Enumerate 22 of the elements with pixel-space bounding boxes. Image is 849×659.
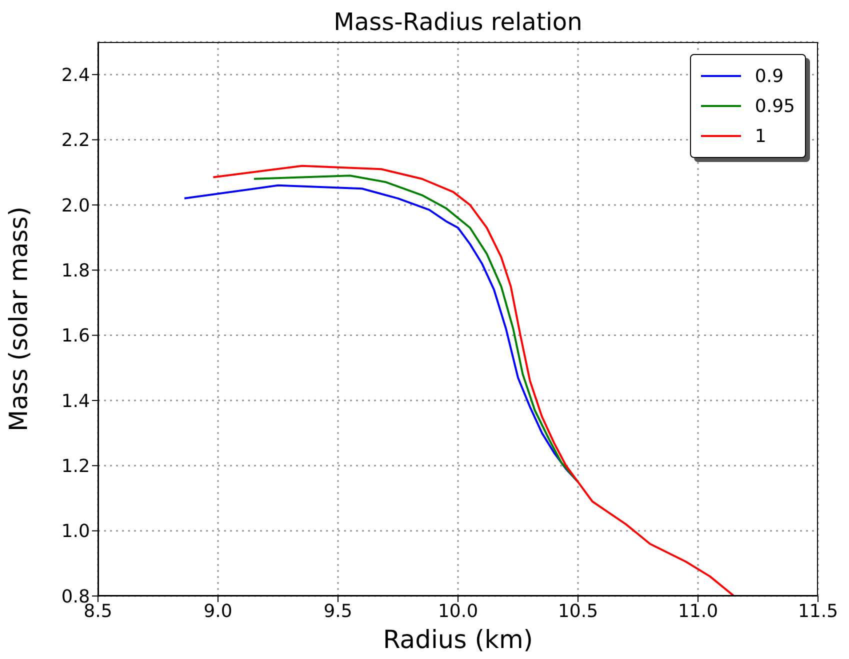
y-axis-title: Mass (solar mass) [4,206,33,432]
x-tick-label: 10.5 [558,600,598,622]
x-tick-label: 9.0 [204,600,232,622]
legend-label: 0.9 [754,66,784,86]
x-tick-label: 9.5 [324,600,352,622]
x-tick-label: 11.5 [798,600,838,622]
y-tick-label: 1.6 [61,326,90,347]
y-tick-label: 2.2 [61,130,90,152]
chart-title: Mass-Radius relation [332,8,584,36]
y-tick-label: 1.4 [61,390,90,412]
y-tick-label: 2.0 [61,195,90,216]
legend-label: 1 [754,126,766,146]
y-tick-label: 1.2 [61,456,90,478]
line-series [253,174,579,483]
legend-label: 0.95 [754,96,795,116]
y-tick-label: 1.0 [61,521,90,542]
y-tick-label: 1.8 [61,260,90,282]
x-axis-title: Radius (km) [382,625,534,654]
x-tick-label: 11.0 [678,600,718,622]
y-tick-label: 2.4 [61,64,90,86]
line-series [212,164,735,596]
x-tick-label: 10.0 [438,600,478,622]
